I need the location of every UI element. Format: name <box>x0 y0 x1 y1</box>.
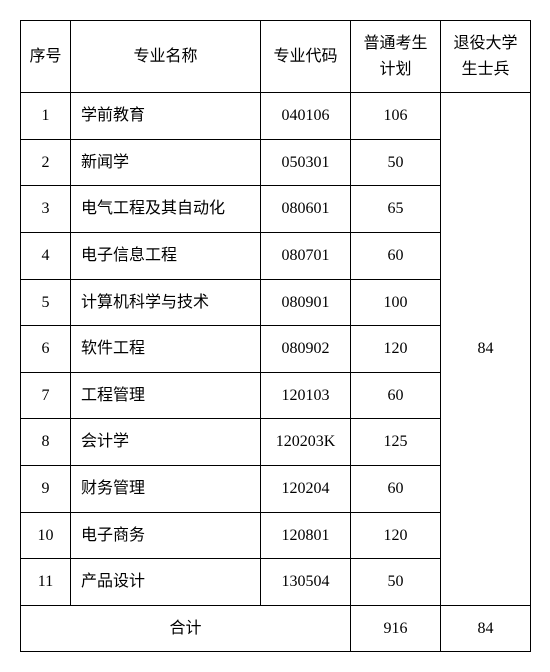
cell-plan: 120 <box>351 326 441 373</box>
cell-name: 计算机科学与技术 <box>71 279 261 326</box>
cell-plan: 125 <box>351 419 441 466</box>
cell-name: 财务管理 <box>71 465 261 512</box>
header-name: 专业名称 <box>71 21 261 93</box>
cell-seq: 4 <box>21 232 71 279</box>
cell-plan: 50 <box>351 559 441 606</box>
table-row: 1 学前教育 040106 106 84 <box>21 93 531 140</box>
total-veteran: 84 <box>441 605 531 652</box>
cell-plan: 120 <box>351 512 441 559</box>
cell-name: 新闻学 <box>71 139 261 186</box>
cell-code: 080701 <box>261 232 351 279</box>
cell-code: 130504 <box>261 559 351 606</box>
cell-code: 120204 <box>261 465 351 512</box>
cell-plan: 50 <box>351 139 441 186</box>
cell-name: 软件工程 <box>71 326 261 373</box>
cell-seq: 7 <box>21 372 71 419</box>
cell-plan: 65 <box>351 186 441 233</box>
total-row: 合计 916 84 <box>21 605 531 652</box>
header-code: 专业代码 <box>261 21 351 93</box>
header-plan: 普通考生计划 <box>351 21 441 93</box>
cell-plan: 60 <box>351 232 441 279</box>
cell-seq: 11 <box>21 559 71 606</box>
cell-code: 080601 <box>261 186 351 233</box>
cell-code: 040106 <box>261 93 351 140</box>
cell-code: 120103 <box>261 372 351 419</box>
cell-seq: 8 <box>21 419 71 466</box>
cell-seq: 3 <box>21 186 71 233</box>
cell-seq: 1 <box>21 93 71 140</box>
cell-name: 电气工程及其自动化 <box>71 186 261 233</box>
cell-code: 120203K <box>261 419 351 466</box>
cell-name: 工程管理 <box>71 372 261 419</box>
cell-code: 080902 <box>261 326 351 373</box>
cell-seq: 10 <box>21 512 71 559</box>
cell-name: 学前教育 <box>71 93 261 140</box>
cell-seq: 2 <box>21 139 71 186</box>
cell-plan: 60 <box>351 372 441 419</box>
cell-name: 产品设计 <box>71 559 261 606</box>
total-label: 合计 <box>21 605 351 652</box>
cell-seq: 9 <box>21 465 71 512</box>
cell-code: 050301 <box>261 139 351 186</box>
cell-name: 电子商务 <box>71 512 261 559</box>
cell-plan: 100 <box>351 279 441 326</box>
cell-code: 120801 <box>261 512 351 559</box>
total-plan: 916 <box>351 605 441 652</box>
admission-table: 序号 专业名称 专业代码 普通考生计划 退役大学生士兵 1 学前教育 04010… <box>20 20 531 652</box>
header-veteran: 退役大学生士兵 <box>441 21 531 93</box>
cell-code: 080901 <box>261 279 351 326</box>
cell-veteran-merged: 84 <box>441 93 531 606</box>
cell-name: 会计学 <box>71 419 261 466</box>
cell-name: 电子信息工程 <box>71 232 261 279</box>
header-row: 序号 专业名称 专业代码 普通考生计划 退役大学生士兵 <box>21 21 531 93</box>
cell-plan: 106 <box>351 93 441 140</box>
cell-seq: 5 <box>21 279 71 326</box>
cell-plan: 60 <box>351 465 441 512</box>
cell-seq: 6 <box>21 326 71 373</box>
header-seq: 序号 <box>21 21 71 93</box>
